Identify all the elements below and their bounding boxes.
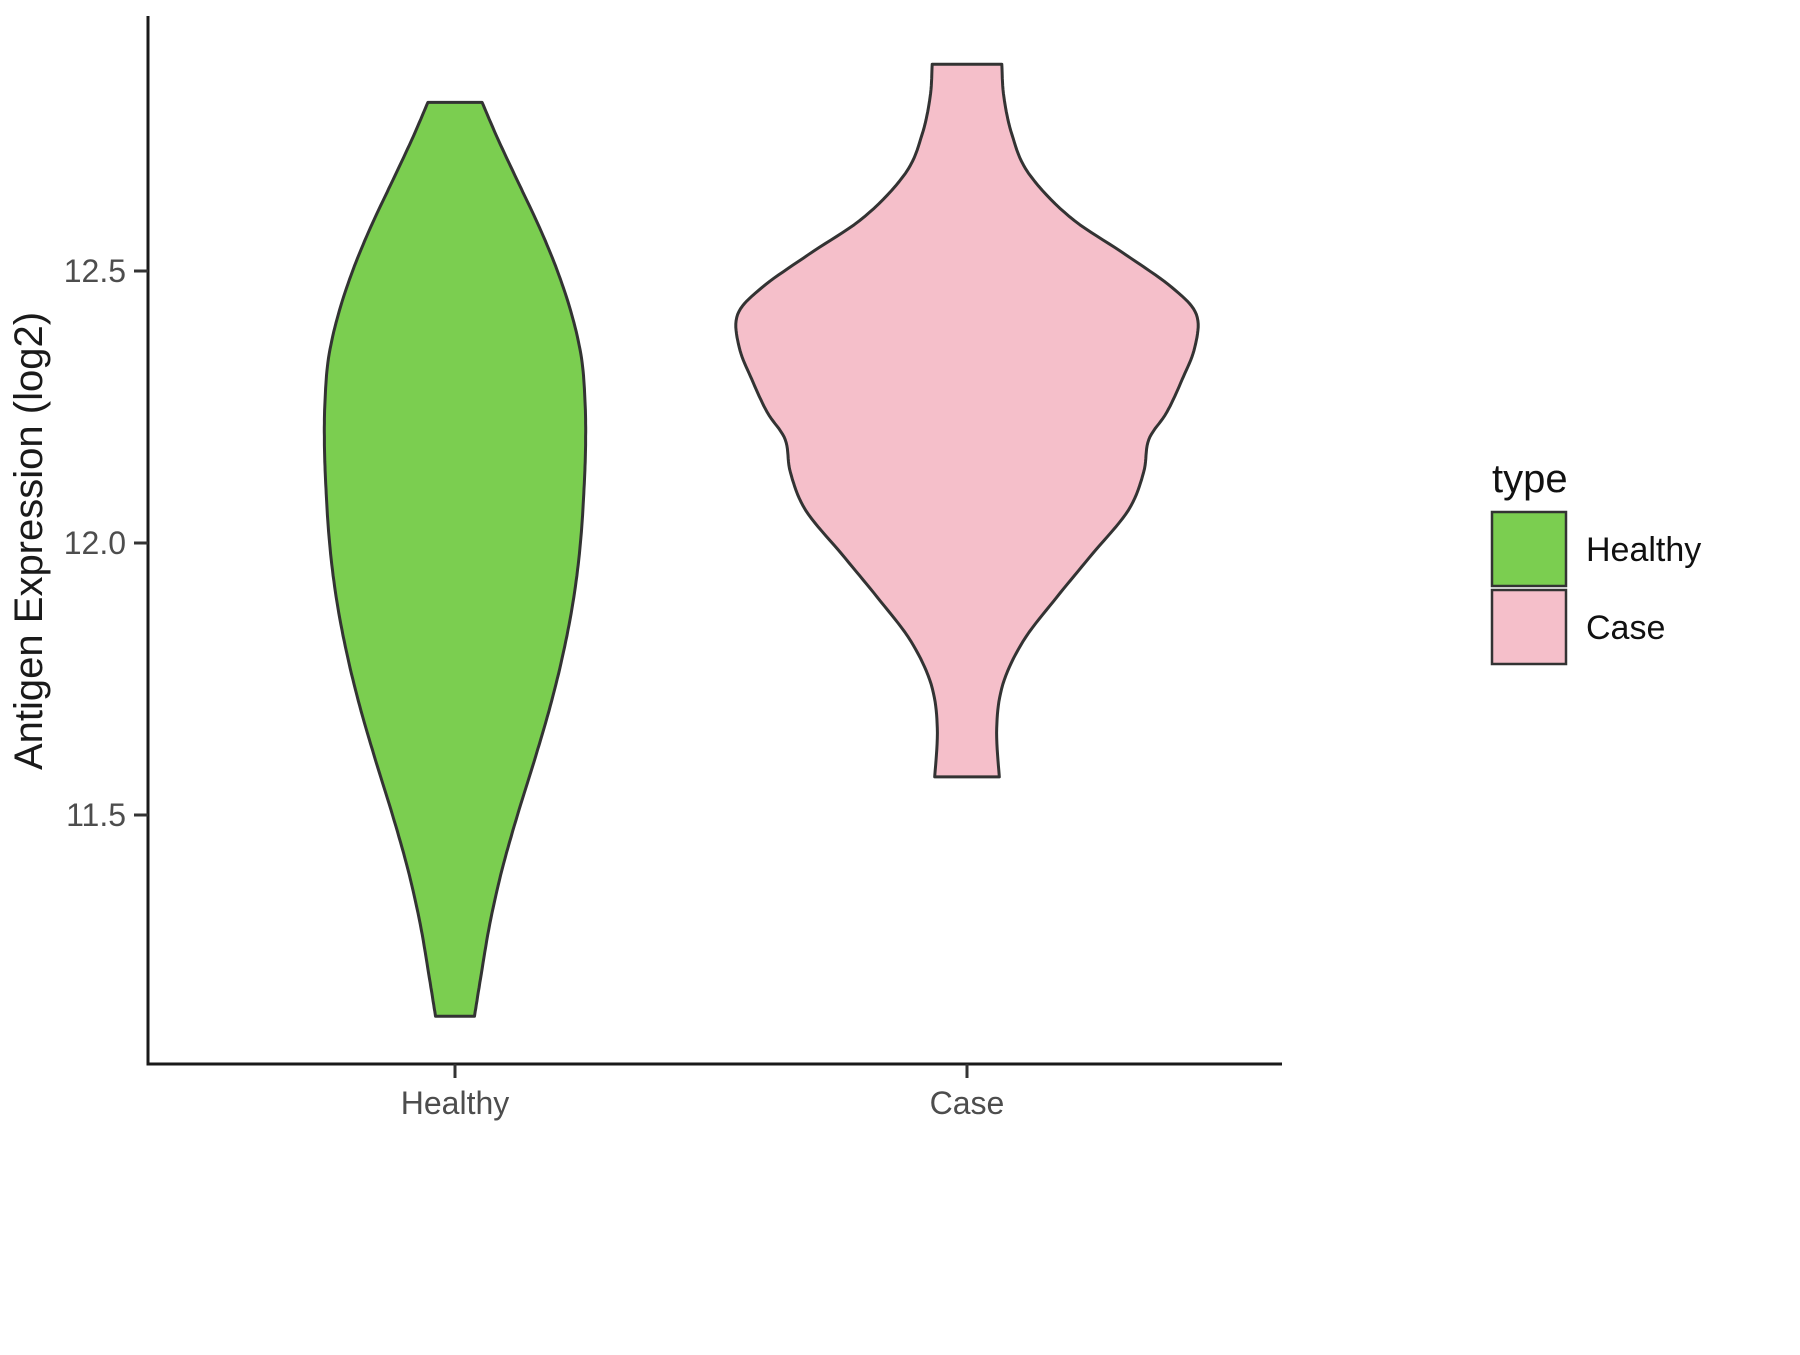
legend: type Healthy Case	[1490, 457, 1701, 666]
y-tick-label: 12.5	[64, 253, 126, 289]
legend-label-healthy: Healthy	[1586, 531, 1701, 569]
y-tick-label: 11.5	[66, 797, 126, 833]
legend-swatch-healthy	[1490, 510, 1568, 588]
x-category-label-case: Case	[930, 1085, 1005, 1121]
violin-case	[734, 62, 1200, 779]
y-tick-label: 12.0	[64, 525, 126, 561]
legend-label-case: Case	[1586, 609, 1665, 647]
legend-title: type	[1492, 457, 1568, 501]
violins-layer	[322, 62, 1200, 1018]
y-axis-title: Antigen Expression (log2)	[7, 312, 51, 770]
legend-swatch-case	[1490, 588, 1568, 666]
violin-healthy	[322, 100, 588, 1018]
x-category-label-healthy: Healthy	[401, 1085, 510, 1121]
